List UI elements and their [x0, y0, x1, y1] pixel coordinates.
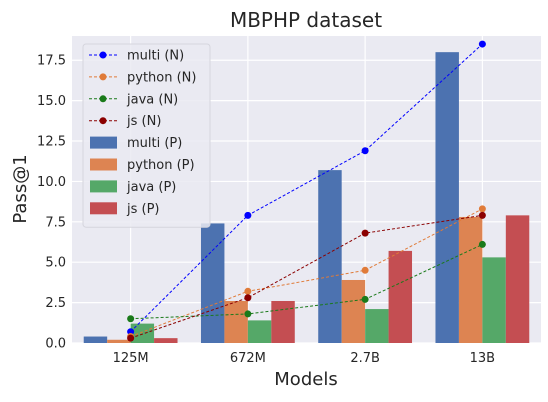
- bar: [388, 250, 413, 343]
- data-point: [361, 229, 369, 237]
- legend-bar-swatch: [90, 158, 117, 171]
- bar: [482, 257, 506, 343]
- legend-label: js (N): [126, 114, 161, 129]
- data-point: [244, 211, 252, 219]
- bar-group: [83, 52, 530, 343]
- series-line: [130, 43, 483, 333]
- y-tick-label: 15.0: [37, 94, 66, 109]
- legend-marker: [99, 51, 107, 59]
- bar: [107, 339, 131, 343]
- x-tick-label: 672M: [230, 351, 266, 366]
- data-point: [478, 40, 486, 48]
- legend-label: java (N): [126, 92, 178, 107]
- x-tick-label: 2.7B: [350, 351, 380, 366]
- bar: [271, 300, 295, 343]
- x-tick-label: 13B: [470, 351, 495, 366]
- y-tick-label: 10.0: [37, 175, 66, 190]
- x-axis-title: Models: [274, 369, 337, 390]
- data-point: [361, 266, 369, 274]
- y-tick-label: 7.5: [45, 215, 66, 230]
- legend-label: js (P): [126, 202, 160, 217]
- legend-bar-swatch: [90, 180, 117, 193]
- bar: [247, 320, 272, 343]
- bar: [83, 336, 108, 343]
- bar: [458, 216, 483, 343]
- line-group: [127, 40, 486, 342]
- legend-label: python (P): [127, 158, 195, 173]
- bar: [154, 338, 178, 343]
- chart-title: MBPHP dataset: [230, 8, 382, 32]
- x-tick-label: 125M: [113, 351, 149, 366]
- y-tick-label: 17.5: [37, 54, 66, 69]
- bar: [365, 309, 389, 343]
- bar: [318, 170, 342, 343]
- data-point: [127, 334, 135, 342]
- legend-marker: [99, 117, 107, 125]
- legend-label: multi (P): [127, 136, 182, 151]
- bar: [200, 223, 225, 343]
- legend-label: python (N): [127, 70, 196, 85]
- data-point: [244, 310, 252, 318]
- y-tick-label: 5.0: [45, 256, 66, 271]
- x-tick-labels: 125M 672M 2.7B 13B: [113, 351, 496, 366]
- y-tick-label: 2.5: [45, 296, 66, 311]
- data-point: [361, 295, 369, 303]
- legend: multi (N) python (N) java (N) js (N) multi (…: [82, 43, 211, 228]
- data-point: [244, 294, 252, 302]
- series-line: [130, 208, 483, 338]
- y-tick-labels: 0.0 2.5 5.0 7.5 10.0 12.5 15.0 17.5: [37, 54, 66, 352]
- data-point: [127, 315, 135, 323]
- bar: [435, 52, 459, 343]
- data-point: [478, 205, 486, 213]
- data-point: [361, 147, 369, 155]
- bar: [130, 323, 155, 343]
- data-point: [478, 240, 486, 248]
- series-line: [130, 214, 483, 339]
- bar: [341, 279, 366, 343]
- data-point: [478, 211, 486, 219]
- legend-label: java (P): [126, 180, 176, 195]
- legend-bar-swatch: [90, 202, 117, 215]
- series-line: [130, 243, 483, 320]
- data-point: [127, 328, 135, 336]
- bar: [224, 300, 248, 343]
- legend-label: multi (N): [127, 49, 184, 64]
- y-axis-title: Pass@1: [10, 154, 31, 223]
- legend-marker: [99, 95, 107, 103]
- bar: [505, 215, 530, 343]
- data-point: [244, 287, 252, 295]
- y-tick-label: 0.0: [45, 337, 66, 352]
- legend-bar-swatch: [90, 136, 117, 149]
- y-tick-label: 12.5: [37, 135, 66, 150]
- legend-marker: [99, 73, 107, 81]
